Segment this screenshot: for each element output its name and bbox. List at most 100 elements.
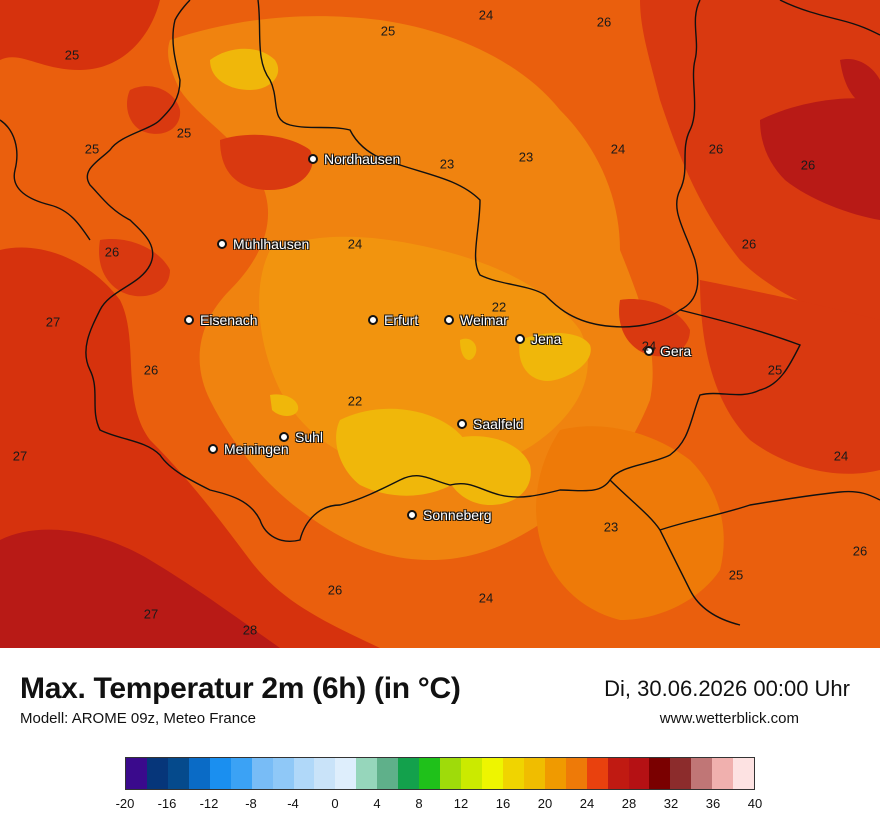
legend-tick-label: -8	[245, 796, 257, 811]
city-dot-icon	[457, 419, 467, 429]
legend-swatch	[126, 758, 147, 789]
temperature-value: 25	[380, 23, 396, 39]
temperature-value: 25	[64, 47, 80, 63]
temperature-value: 24	[347, 236, 363, 252]
city-dot-icon	[407, 510, 417, 520]
legend-swatch	[481, 758, 503, 789]
legend-swatch	[251, 758, 273, 789]
temperature-value: 24	[478, 590, 494, 606]
legend-swatch	[691, 758, 713, 789]
legend-swatch	[146, 758, 168, 789]
city-mühlhausen: Mühlhausen	[217, 236, 309, 252]
city-label: Gera	[660, 343, 692, 359]
city-label: Mühlhausen	[233, 236, 310, 252]
city-dot-icon	[279, 432, 289, 442]
legend-swatch	[586, 758, 608, 789]
temperature-value: 26	[852, 543, 868, 559]
legend-tick-label: 16	[495, 796, 511, 811]
temperature-value: 25	[84, 141, 100, 157]
legend-swatch	[230, 758, 252, 789]
city-dot-icon	[515, 334, 525, 344]
legend-tick-label: -12	[199, 796, 219, 811]
legend-swatch	[272, 758, 294, 789]
city-label: Meiningen	[224, 441, 289, 457]
legend-swatch	[461, 758, 482, 789]
temperature-map: Nordhausen Mühlhausen Eisenach Erfurt Weimar…	[0, 0, 880, 648]
city-erfurt: Erfurt	[368, 312, 418, 328]
legend-swatch	[607, 758, 629, 789]
map-title: Max. Temperatur 2m (6h) (in °C)	[20, 672, 461, 705]
temperature-value: 24	[833, 448, 849, 464]
legend-tick-label: 20	[537, 796, 553, 811]
temperature-value: 22	[347, 393, 363, 409]
legend-tick-label: 36	[705, 796, 721, 811]
city-gera: Gera	[644, 343, 691, 359]
legend-swatch	[356, 758, 378, 789]
legend-tick-label: -4	[287, 796, 299, 811]
city-label: Weimar	[460, 312, 508, 328]
legend-swatch	[419, 758, 441, 789]
city-nordhausen: Nordhausen	[308, 151, 400, 167]
city-saalfeld: Saalfeld	[457, 416, 524, 432]
temperature-value: 26	[104, 244, 120, 260]
city-dot-icon	[217, 239, 227, 249]
temperature-value: 26	[800, 157, 816, 173]
legend-swatch	[188, 758, 210, 789]
temperature-value: 26	[327, 582, 343, 598]
website-link[interactable]: www.wetterblick.com	[659, 710, 799, 727]
city-label: Eisenach	[200, 312, 258, 328]
temperature-value: 26	[741, 236, 757, 252]
legend-tick-label: 32	[663, 796, 679, 811]
city-weimar: Weimar	[444, 312, 508, 328]
legend-tick-label: 28	[621, 796, 637, 811]
city-meiningen: Meiningen	[208, 441, 289, 457]
legend-swatch	[565, 758, 587, 789]
temperature-value: 27	[45, 314, 61, 330]
temperature-value: 25	[767, 362, 783, 378]
temperature-value: 26	[143, 362, 159, 378]
city-sonneberg: Sonneberg	[407, 507, 492, 523]
legend-swatch	[712, 758, 734, 789]
legend-swatch	[209, 758, 231, 789]
city-label: Jena	[531, 331, 562, 347]
temperature-field	[0, 0, 880, 648]
legend-swatch	[733, 758, 755, 789]
legend-swatch	[167, 758, 189, 789]
legend-tick-label: 12	[453, 796, 469, 811]
legend-swatch	[628, 758, 650, 789]
temperature-value: 24	[478, 7, 494, 23]
temperature-value: 24	[641, 338, 657, 354]
legend-swatch	[314, 758, 336, 789]
legend-tick-label: -16	[157, 796, 177, 811]
temperature-value: 23	[603, 519, 619, 535]
temperature-value: 25	[728, 567, 744, 583]
city-dot-icon	[368, 315, 378, 325]
city-jena: Jena	[515, 331, 561, 347]
footer: Max. Temperatur 2m (6h) (in °C) Modell: …	[0, 648, 880, 830]
temperature-value: 26	[708, 141, 724, 157]
city-label: Suhl	[295, 429, 324, 445]
temperature-value: 27	[143, 606, 159, 622]
legend-swatch	[523, 758, 545, 789]
legend-swatch	[649, 758, 671, 789]
legend-swatch	[335, 758, 357, 789]
legend-swatch	[398, 758, 420, 789]
city-dot-icon	[444, 315, 454, 325]
legend-swatch	[440, 758, 461, 789]
city-label: Saalfeld	[473, 416, 524, 432]
city-label: Erfurt	[384, 312, 419, 328]
temperature-value: 23	[439, 156, 455, 172]
legend-tick-label: 8	[415, 796, 423, 811]
legend-swatch	[377, 758, 399, 789]
temperature-value: 23	[518, 149, 534, 165]
legend-swatch	[544, 758, 566, 789]
city-dot-icon	[308, 154, 318, 164]
temperature-value: 28	[242, 622, 258, 638]
legend-tick-label: -20	[115, 796, 135, 811]
model-info: Modell: AROME 09z, Meteo France	[20, 710, 256, 727]
city-dot-icon	[184, 315, 194, 325]
legend-tick-label: 24	[579, 796, 595, 811]
legend-tick-label: 40	[747, 796, 763, 811]
temperature-value: 24	[610, 141, 626, 157]
temperature-value: 26	[596, 14, 612, 30]
